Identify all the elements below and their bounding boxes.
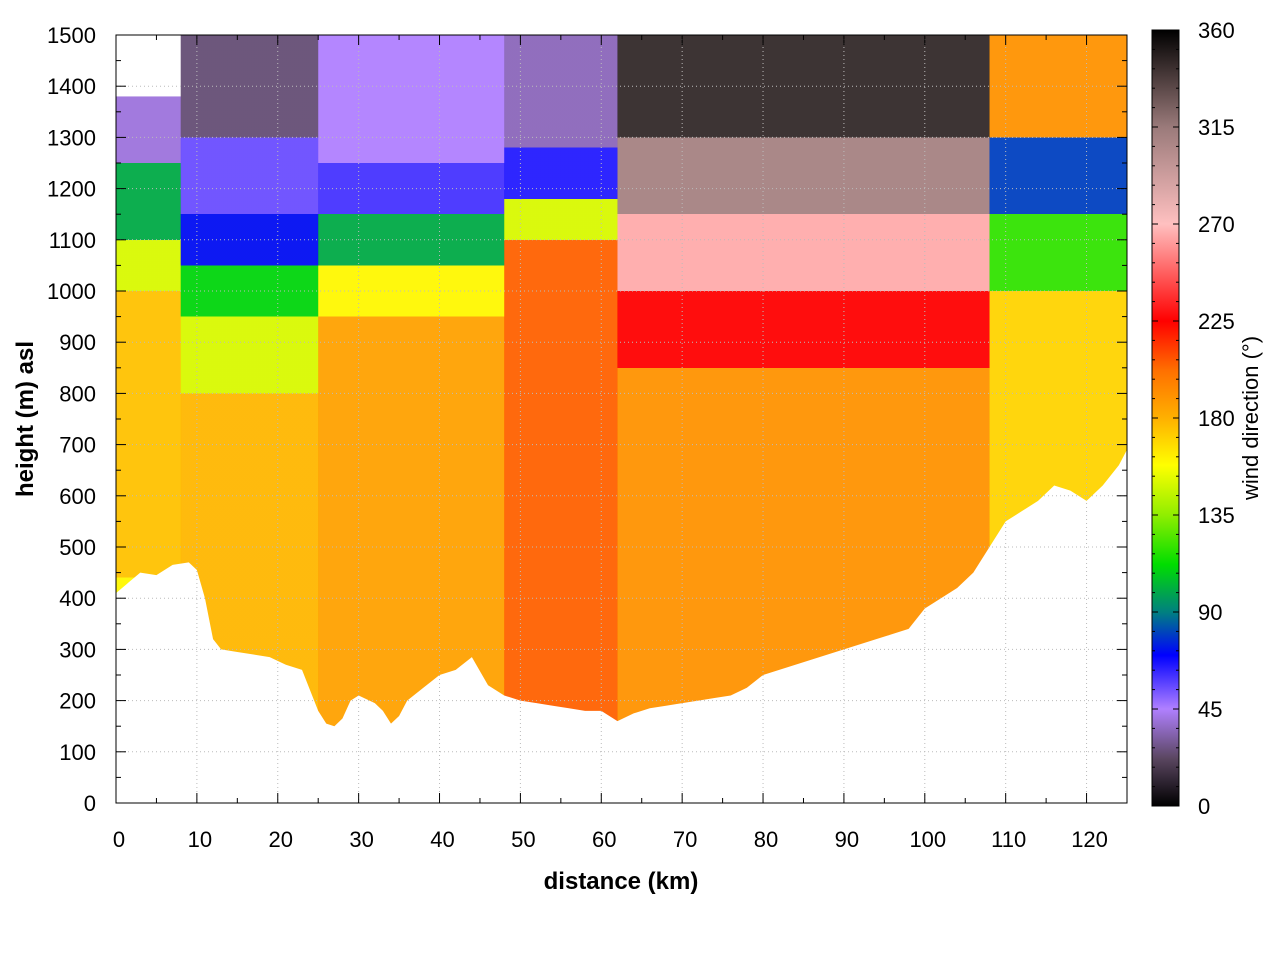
colorbar-tick-label: 135: [1198, 503, 1235, 528]
y-tick-label: 400: [59, 586, 96, 611]
x-axis-title: distance (km): [544, 868, 699, 895]
colorbar-tick-label: 180: [1198, 406, 1235, 431]
y-tick-label: 100: [59, 740, 96, 765]
colorbar-tick-label: 0: [1198, 794, 1210, 819]
x-tick-label: 120: [1071, 827, 1108, 852]
field-band: [504, 35, 618, 803]
y-tick-label: 0: [84, 791, 96, 816]
x-tick-label: 100: [909, 827, 946, 852]
x-tick-label: 70: [673, 827, 697, 852]
x-tick-label: 80: [754, 827, 778, 852]
x-tick-label: 10: [188, 827, 212, 852]
x-tick-label: 30: [349, 827, 373, 852]
y-tick-label: 700: [59, 433, 96, 458]
colorbar-tick-label: 90: [1198, 600, 1222, 625]
x-tick-label: 90: [835, 827, 859, 852]
y-tick-label: 1100: [49, 228, 96, 253]
y-tick-label: 1200: [47, 177, 96, 202]
y-tick-label: 500: [59, 535, 96, 560]
wind-field: [116, 35, 1127, 803]
colorbar-tick-label: 45: [1198, 697, 1222, 722]
x-tick-label: 0: [113, 827, 125, 852]
x-tick-label: 110: [991, 827, 1026, 852]
y-tick-label: 300: [59, 637, 96, 662]
colorbar-tick-label: 360: [1198, 18, 1235, 43]
axis-ticks: 0 10 20 30 40 50 60 70 80 90 100 110 120010020030040…: [47, 23, 1127, 852]
x-tick-label: 40: [430, 827, 454, 852]
x-tick-label: 50: [511, 827, 535, 852]
y-axis-title: height (m) asl: [12, 341, 39, 497]
x-tick-label: 20: [269, 827, 293, 852]
y-tick-label: 1300: [47, 125, 96, 150]
y-tick-label: 600: [59, 484, 96, 509]
y-tick-label: 1400: [47, 74, 96, 99]
y-tick-label: 800: [59, 381, 96, 406]
grid: [115, 34, 1127, 804]
colorbar-tick-label: 270: [1198, 212, 1235, 237]
colorbar-tick-label: 315: [1198, 115, 1235, 140]
colorbar-tick-label: 225: [1198, 309, 1235, 334]
x-tick-label: 60: [592, 827, 616, 852]
y-tick-label: 900: [59, 330, 96, 355]
colorbar-ticks: 0 45 90 135 180 225 270 315 360: [1152, 18, 1235, 819]
y-tick-label: 1000: [47, 279, 96, 304]
colorbar-title: wind direction (°): [1238, 336, 1263, 501]
y-tick-label: 1500: [47, 23, 96, 48]
y-tick-label: 200: [59, 689, 96, 714]
terrain-mask: [116, 449, 1127, 803]
